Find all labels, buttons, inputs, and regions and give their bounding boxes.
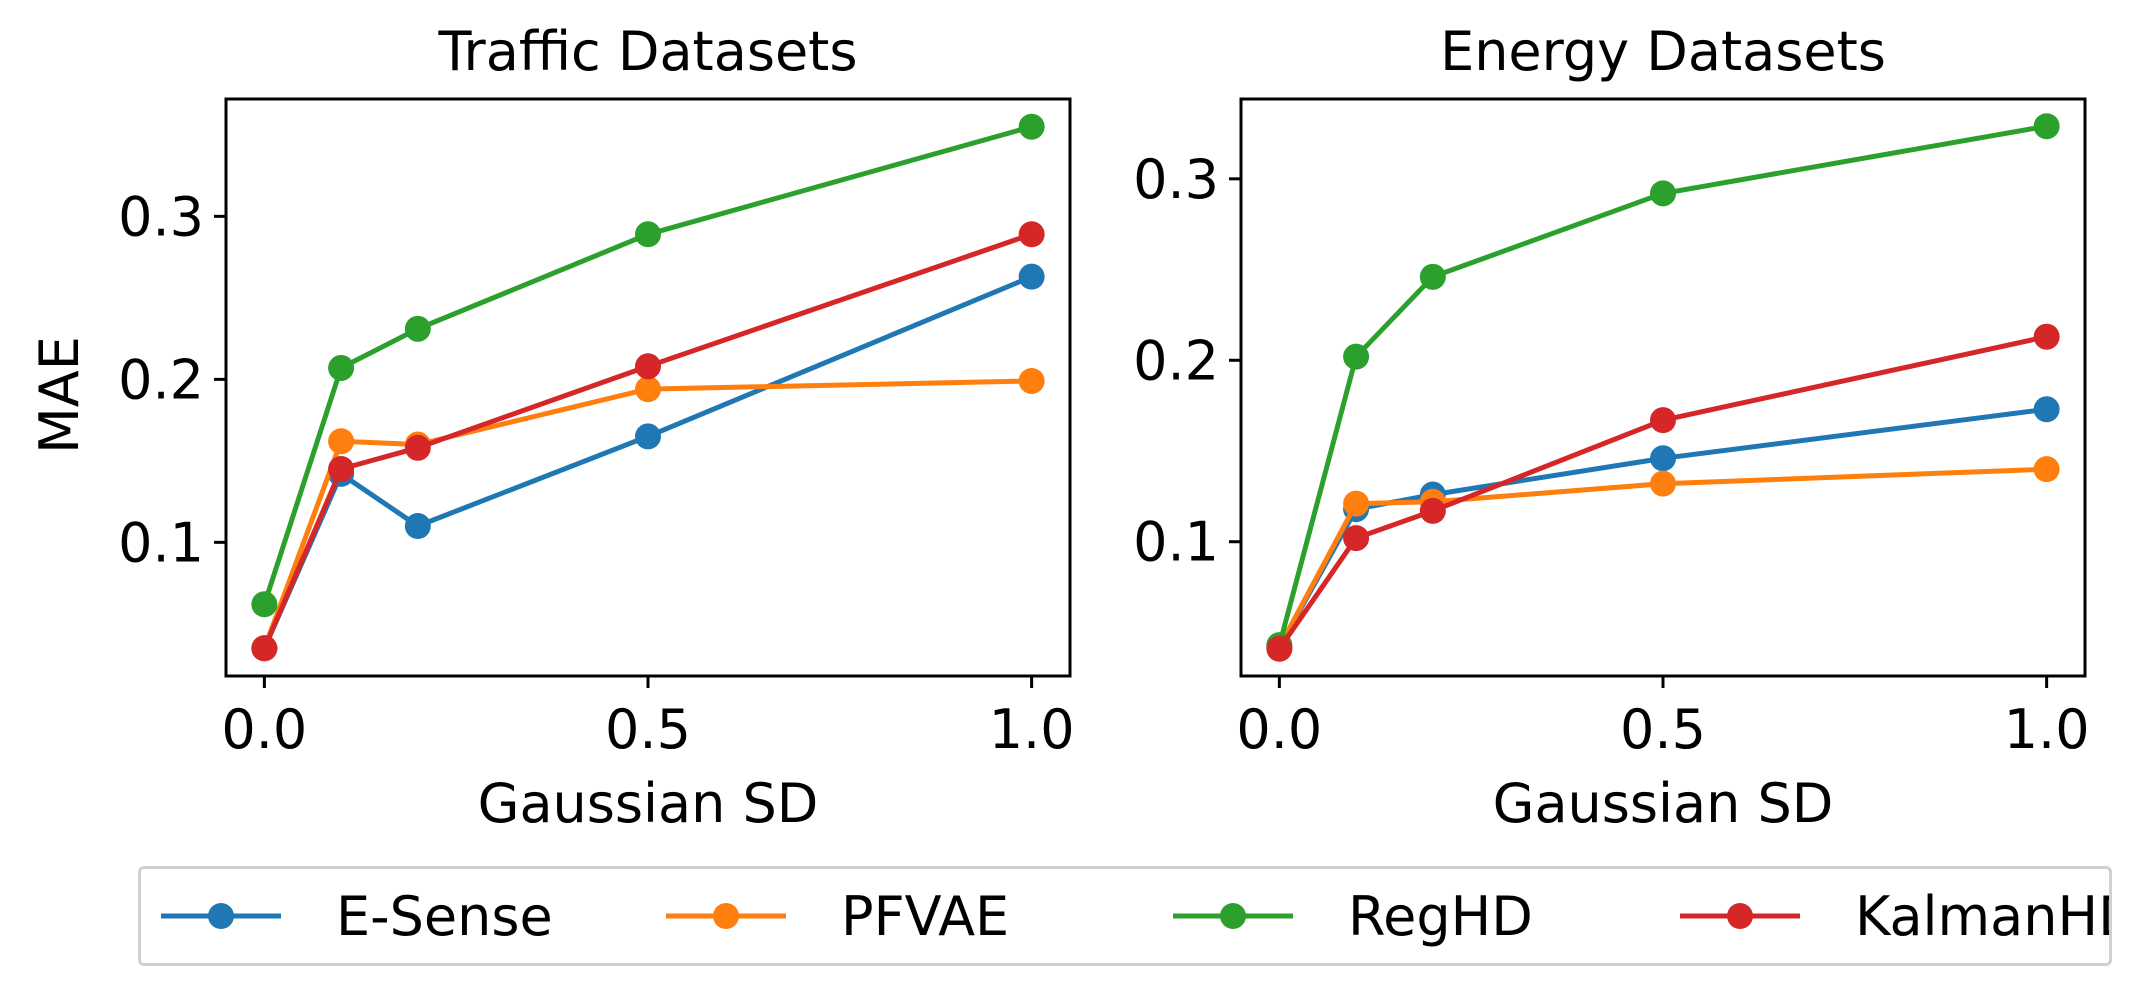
legend-items: E-Sense PFVAE RegHD KalmanHD [161,885,2109,948]
x-axis-label: Gaussian SD [478,772,819,835]
data-point-pfvae [328,428,355,455]
legend-marker-e-sense [208,903,234,929]
x-tick-label: 0.0 [1236,698,1322,761]
data-point-pfvae [1018,367,1045,394]
series-line-e-sense [1277,406,2047,649]
x-tick-label: 0.0 [221,698,307,761]
data-point-reghd [328,354,355,381]
data-point-kalmanhd [635,353,661,380]
data-point-reghd [635,221,661,248]
data-point-kalmanhd [1343,525,1370,552]
legend-label-e-sense: E-Sense [336,885,553,948]
data-point-pfvae [1343,490,1370,517]
data-point-e-sense [635,423,661,450]
data-point-e-sense [1650,445,1676,472]
x-tick-label: 0.5 [1620,698,1706,761]
series-group [1266,113,2060,662]
data-point-kalmanhd [1018,221,1045,248]
legend-marker-reghd [1220,903,1246,929]
traffic-panel: Traffic Datasets 0.0 0.5 1.0 0.1 0.2 0.3 Gaus… [28,20,1075,835]
legend-marker-pfvae [713,903,739,929]
x-axis-label: Gaussian SD [1493,772,1834,835]
panel-title: Traffic Datasets [437,20,857,83]
series-group [251,113,1045,662]
axis-ticks: 0.0 0.5 1.0 0.1 0.2 0.3 [1133,148,2089,761]
data-point-e-sense [404,513,431,540]
data-point-pfvae [1650,470,1676,497]
y-tick-label: 0.2 [1133,329,1219,392]
y-tick-label: 0.3 [118,185,204,248]
data-point-kalmanhd [1419,497,1446,524]
data-point-e-sense [1018,263,1045,290]
series-line-e-sense [262,274,1033,650]
y-tick-label: 0.3 [1133,148,1219,211]
data-point-reghd [1650,180,1676,207]
data-point-kalmanhd [328,455,355,482]
legend-label-reghd: RegHD [1348,885,1533,948]
x-tick-label: 1.0 [2004,698,2090,761]
legend-label-kalmanhd: KalmanHD [1855,885,2109,948]
data-point-reghd [2033,113,2060,140]
data-point-e-sense [2033,396,2060,423]
panel-title: Energy Datasets [1440,20,1886,83]
y-tick-label: 0.1 [1133,511,1219,574]
data-point-kalmanhd [251,635,278,662]
y-tick-label: 0.1 [118,511,204,574]
data-point-reghd [251,591,278,618]
data-point-reghd [1018,113,1045,140]
data-point-reghd [404,315,431,342]
y-tick-label: 0.2 [118,348,204,411]
legend-label-pfvae: PFVAE [841,885,1009,948]
data-point-reghd [1419,263,1446,290]
y-axis-label: MAE [28,336,91,454]
axis-ticks: 0.0 0.5 1.0 0.1 0.2 0.3 [118,185,1074,761]
legend: E-Sense PFVAE RegHD KalmanHD [138,866,2112,966]
data-point-pfvae [635,376,661,403]
data-point-kalmanhd [1650,407,1676,434]
data-point-kalmanhd [404,434,431,461]
energy-panel: Energy Datasets 0.0 0.5 1.0 0.1 0.2 0.3 Gauss… [1133,20,2089,835]
x-tick-label: 0.5 [605,698,691,761]
x-tick-label: 1.0 [989,698,1075,761]
data-point-pfvae [2033,456,2060,483]
data-point-kalmanhd [2033,323,2060,350]
data-point-reghd [1343,343,1370,370]
series-line-pfvae [262,378,1032,650]
legend-marker-kalmanhd [1727,903,1753,929]
data-point-kalmanhd [1266,635,1293,662]
